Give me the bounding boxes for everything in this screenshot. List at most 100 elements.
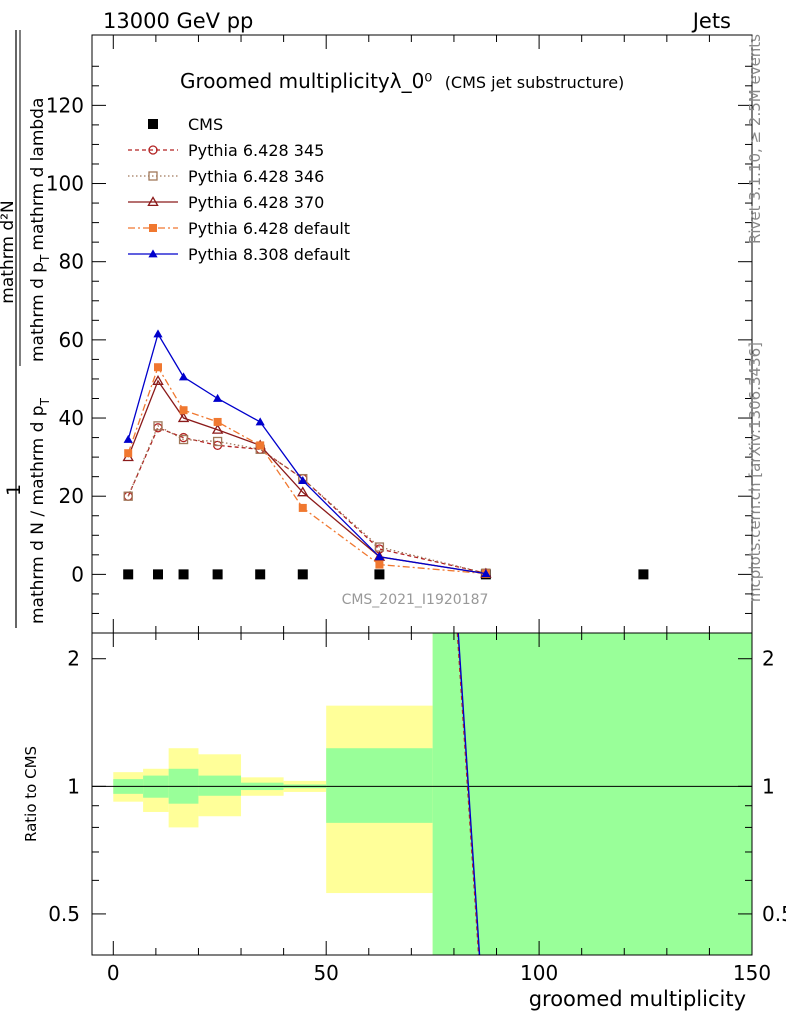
x-tick-label: 100 [520, 961, 558, 985]
ylabel-frac2-numerator: mathrm d²N [0, 200, 18, 303]
series-line-4 [127, 365, 486, 575]
y-axis-label-bottom: Ratio to CMS [22, 746, 40, 842]
data-point [177, 412, 190, 423]
data-point [154, 363, 162, 372]
y-axis-label-top: 1 mathrm d N / mathrm d pT mathrm d²N ma… [0, 30, 52, 628]
x-tick-label: 50 [313, 961, 338, 985]
y-tick-label: 60 [59, 328, 84, 352]
axes: 0 20 40 60 80 100 120 0 50 100 150 0.5 0.5 1 1 2 2 [46, 35, 786, 985]
chart-title: Groomed multiplicityλ_0⁰ (CMS jet substr… [180, 69, 624, 93]
x-tick-label: 150 [733, 961, 771, 985]
ratio-y-tick-label: 2 [67, 647, 80, 671]
legend-marker-3 [147, 196, 159, 207]
y-tick-label: 20 [59, 484, 84, 508]
ylabel-denominator-text: mathrm d N / mathrm d p [28, 405, 48, 624]
ylabel-denominator-sub: T [38, 397, 52, 406]
series-1 [123, 423, 491, 578]
data-point [298, 503, 307, 512]
legend-label-5: Pythia 8.308 default [188, 245, 350, 264]
series-4 [124, 363, 490, 578]
ratio-y-tick-label-right: 0.5 [762, 902, 786, 926]
data-point [123, 434, 133, 443]
series-line-3 [127, 379, 486, 575]
ylabel-frac2-den-tail: mathrm d lambda [28, 98, 48, 251]
data-point [123, 569, 134, 580]
data-point [255, 569, 266, 580]
data-point [153, 569, 163, 580]
chart-title-main: Groomed multiplicityλ_0⁰ [180, 69, 432, 93]
data-point [255, 417, 265, 426]
legend-marker-4 [149, 224, 157, 232]
header-left: 13000 GeV pp [103, 9, 253, 33]
ratio-line-pythia8 [457, 632, 481, 956]
x-axis-label: groomed multiplicity [529, 987, 746, 1011]
y-tick-label: 100 [46, 172, 84, 196]
ratio-frame [91, 632, 753, 956]
data-point [375, 560, 384, 569]
data-point [374, 552, 385, 561]
ylabel-frac2-den-text: mathrm d p [28, 262, 48, 362]
ratio-y-tick-label-right: 1 [762, 774, 775, 798]
legend-marker-1 [148, 145, 158, 155]
y-tick-label: 120 [46, 93, 84, 117]
y-tick-label: 80 [59, 250, 84, 274]
legend: CMS Pythia 6.428 345 Pythia 6.428 346 Pythi… [128, 115, 350, 264]
data-point [212, 436, 223, 447]
data-point [153, 329, 163, 338]
data-point [123, 491, 133, 501]
ratio-stat-band-3 [198, 775, 242, 796]
ratio-y-tick-label: 0.5 [48, 902, 80, 926]
data-point [124, 449, 133, 458]
rivet-label: Rivet 3.1.10, ≥ 2.5M events [746, 34, 764, 244]
data-point [212, 569, 223, 580]
legend-marker-2 [148, 171, 158, 181]
series-line-1 [127, 426, 487, 574]
series-0 [123, 569, 649, 580]
ylabel-frac2-den-sub: T [38, 254, 52, 263]
legend-marker-0 [148, 119, 158, 129]
data-point [638, 569, 649, 580]
series-line-2 [127, 424, 487, 574]
legend-label-3: Pythia 6.428 370 [188, 193, 324, 212]
data-point [179, 406, 188, 415]
data-point [297, 569, 308, 580]
data-point [374, 569, 385, 580]
ylabel-numerator: 1 [3, 484, 25, 496]
legend-label-4: Pythia 6.428 default [188, 219, 350, 238]
series-line-5 [127, 332, 486, 575]
x-tick-label: 0 [107, 961, 120, 985]
data-point [178, 569, 189, 580]
header-right: Jets [691, 9, 731, 33]
series-5 [123, 329, 491, 577]
data-point [152, 374, 164, 385]
data-point [297, 486, 309, 497]
legend-marker-5 [148, 249, 158, 258]
data-point [256, 441, 265, 450]
y-tick-label: 40 [59, 406, 84, 430]
main-panel [122, 329, 649, 580]
data-point [298, 475, 308, 484]
series-2 [123, 421, 491, 578]
data-point [178, 372, 189, 381]
ratio-y-tick-label: 1 [67, 774, 80, 798]
mcplots-label: mcplots.cern.ch [arXiv:1306.3436] [746, 342, 764, 602]
ratio-y-tick-label-right: 2 [762, 647, 775, 671]
ylabel-denominator: mathrm d N / mathrm d pT [28, 397, 52, 624]
data-point [213, 393, 223, 402]
ylabel-frac2-denominator: mathrm d pTmathrm d lambda [28, 98, 52, 362]
legend-label-1: Pythia 6.428 345 [188, 141, 324, 160]
ratio-line-pythia6 [456, 632, 479, 956]
data-point [178, 434, 189, 445]
ratio-stat-band-6 [326, 748, 433, 823]
legend-label-2: Pythia 6.428 346 [188, 167, 324, 186]
data-point [211, 423, 224, 434]
ratio-stat-band-7 [432, 633, 752, 955]
legend-label-0: CMS [188, 115, 223, 134]
data-point [153, 423, 163, 433]
analysis-watermark: CMS_2021_I1920187 [342, 592, 489, 608]
y-tick-label: 0 [71, 562, 84, 586]
chart-subtitle: (CMS jet substructure) [445, 73, 625, 92]
data-point [481, 568, 491, 577]
data-point [213, 417, 222, 426]
